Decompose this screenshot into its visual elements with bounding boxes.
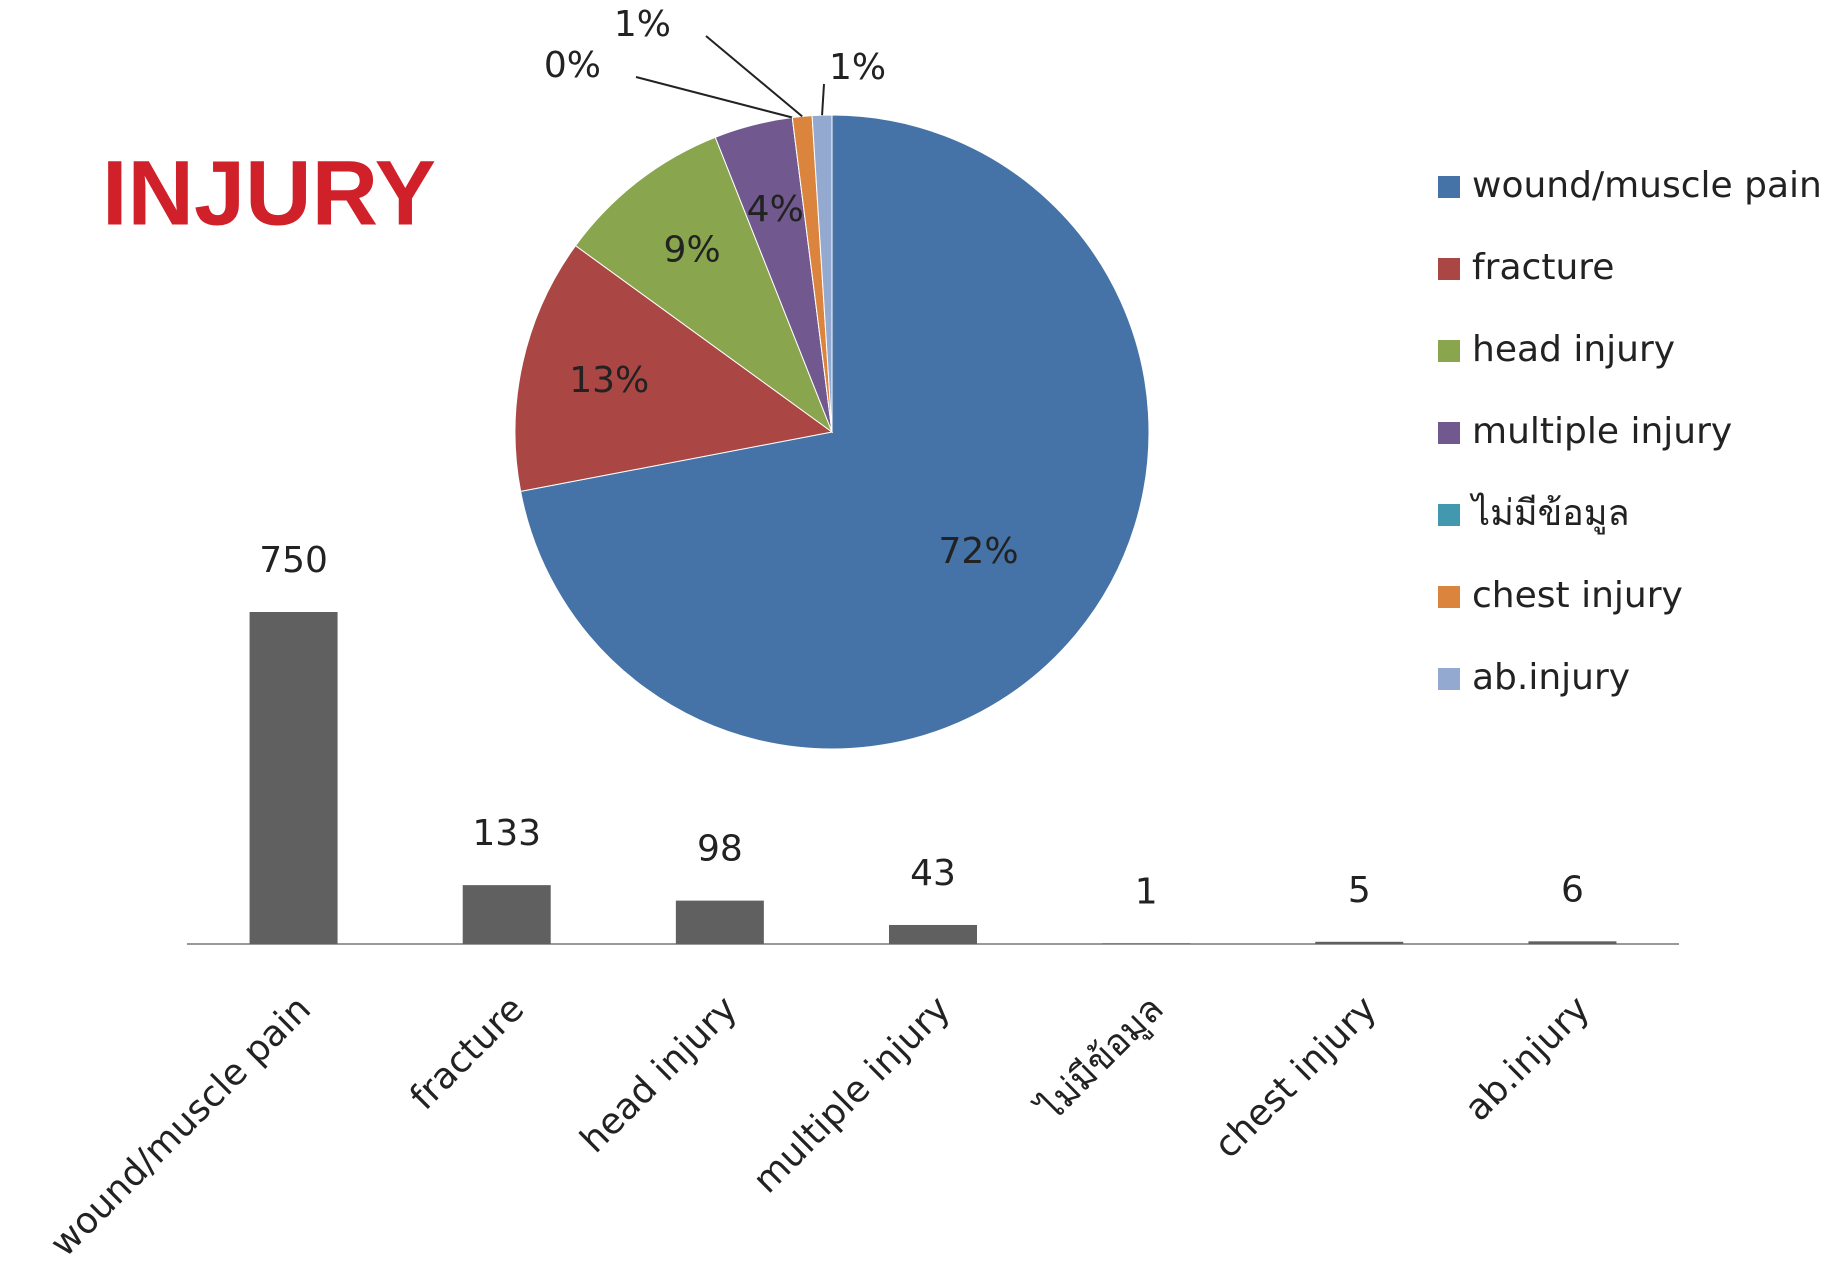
bar — [1528, 941, 1617, 944]
pie-slice — [514, 244, 834, 492]
pie-slice — [520, 114, 1150, 750]
pie-label: 9% — [664, 230, 721, 271]
data-label: 1 — [1135, 872, 1158, 913]
legend-swatch — [1438, 258, 1460, 280]
leader-line — [635, 76, 793, 119]
x-tick-label: wound/muscle pain — [43, 988, 319, 1264]
chart-title: INJURY — [102, 142, 436, 244]
legend-swatch — [1438, 422, 1460, 444]
pie-label: 0% — [544, 45, 601, 86]
legend-label: head injury — [1472, 329, 1675, 370]
pie-label: 4% — [747, 189, 804, 230]
bar — [462, 885, 551, 944]
legend-label: fracture — [1472, 247, 1614, 288]
legend-swatch — [1438, 504, 1460, 526]
bar — [249, 612, 338, 944]
legend-label: chest injury — [1472, 575, 1683, 616]
x-tick-label: chest injury — [1207, 988, 1385, 1166]
x-tick-label: ไม่มีข้อมูล — [1028, 988, 1172, 1132]
pie-label: 72% — [939, 531, 1019, 572]
leader-line — [705, 35, 803, 118]
legend-swatch — [1438, 586, 1460, 608]
x-tick-label: fracture — [402, 988, 532, 1118]
pie-label: 13% — [569, 360, 649, 401]
legend-swatch — [1438, 340, 1460, 362]
bar — [1315, 941, 1404, 944]
pie-label: 1% — [829, 47, 886, 88]
data-label: 98 — [697, 829, 743, 870]
x-tick-label: multiple injury — [745, 988, 958, 1201]
legend-swatch — [1438, 668, 1460, 690]
data-label: 133 — [472, 813, 541, 854]
bar — [675, 900, 764, 944]
data-label: 43 — [910, 853, 956, 894]
bar — [889, 924, 977, 944]
pie-slice — [811, 114, 833, 433]
leader-line — [821, 83, 825, 116]
legend-swatch — [1438, 176, 1460, 198]
data-label: 5 — [1348, 870, 1371, 911]
legend-label: ไม่มีข้อมูล — [1469, 492, 1630, 535]
x-tick-label: head injury — [573, 988, 746, 1161]
legend-label: wound/muscle pain — [1472, 165, 1822, 206]
data-label: 6 — [1561, 869, 1584, 910]
pie-label: 1% — [614, 4, 671, 45]
legend-label: multiple injury — [1472, 411, 1732, 452]
legend-label: ab.injury — [1472, 657, 1630, 698]
pie-slice — [574, 136, 834, 434]
x-tick-label: ab.injury — [1457, 988, 1598, 1129]
data-label: 750 — [259, 540, 328, 581]
